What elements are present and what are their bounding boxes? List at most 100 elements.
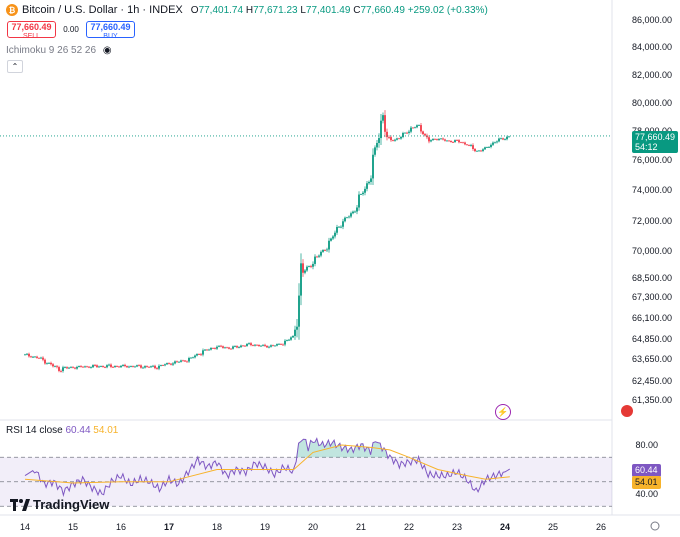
candle xyxy=(204,349,206,351)
candle xyxy=(86,366,88,368)
candle xyxy=(194,355,196,358)
rsi-legend[interactable]: RSI 14 close 60.44 54.01 xyxy=(6,425,118,436)
candle xyxy=(364,188,366,193)
symbol-title[interactable]: Bitcoin / U.S. Dollar · 1h · INDEX xyxy=(22,4,183,16)
candle xyxy=(130,366,132,367)
candle xyxy=(330,238,332,241)
time-tick-label: 21 xyxy=(356,522,366,532)
candle xyxy=(218,345,220,347)
candle xyxy=(492,142,494,145)
candle xyxy=(256,344,258,346)
candle xyxy=(436,139,438,141)
candle xyxy=(170,363,172,365)
price-tick-label: 80,000.00 xyxy=(632,98,672,108)
rsi-ma-line xyxy=(24,444,510,484)
candle xyxy=(210,347,212,350)
candle xyxy=(150,366,152,368)
change-value: +259.02 (+0.33%) xyxy=(407,4,488,16)
candle xyxy=(216,346,218,349)
sell-button[interactable]: 77,660.49 SELL xyxy=(7,21,56,40)
time-tick-label: 23 xyxy=(452,522,462,532)
time-tick-label: 22 xyxy=(404,522,414,532)
candle xyxy=(500,138,502,140)
candle xyxy=(144,366,146,368)
candle xyxy=(186,361,188,363)
high-value: 77,671.23 xyxy=(253,4,298,16)
candle xyxy=(280,343,282,345)
candle xyxy=(112,366,114,368)
candle xyxy=(48,362,50,364)
candle xyxy=(136,365,138,367)
candle xyxy=(302,263,304,273)
candle xyxy=(208,349,210,351)
buy-button[interactable]: 77,660.49 BUY xyxy=(86,21,135,40)
collapse-legend-button[interactable]: ⌃ xyxy=(7,60,23,73)
candle xyxy=(344,217,346,222)
candle xyxy=(448,140,450,142)
candle xyxy=(334,232,336,237)
rsi-overbought-fill xyxy=(25,438,510,458)
time-tick-label: 15 xyxy=(68,522,78,532)
price-tick-label: 61,350.00 xyxy=(632,395,672,405)
candle xyxy=(212,347,214,349)
lightning-icon[interactable]: ⚡ xyxy=(495,404,511,420)
candle xyxy=(298,295,300,327)
settings-icon xyxy=(650,521,660,531)
candle xyxy=(244,345,246,347)
candle xyxy=(452,142,454,143)
candle xyxy=(228,347,230,349)
candle xyxy=(250,343,252,346)
candle xyxy=(370,178,372,182)
candle xyxy=(490,144,492,147)
price-tick-label: 64,850.00 xyxy=(632,334,672,344)
candle xyxy=(270,345,272,347)
sell-price: 77,660.49 xyxy=(11,22,52,32)
candle xyxy=(294,329,296,336)
candle xyxy=(226,347,228,349)
candle xyxy=(36,356,38,358)
candle xyxy=(508,136,510,138)
candle xyxy=(274,345,276,347)
candle xyxy=(176,361,178,363)
time-tick-label: 18 xyxy=(212,522,222,532)
candle xyxy=(458,140,460,143)
candle xyxy=(392,140,394,141)
tradingview-logo[interactable]: TradingView xyxy=(10,497,109,512)
low-value: 77,401.49 xyxy=(305,4,351,16)
candle xyxy=(396,138,398,140)
candle xyxy=(368,181,370,184)
price-tick-label: 62,450.00 xyxy=(632,376,672,386)
candle xyxy=(180,360,182,362)
candle xyxy=(118,366,120,368)
price-tick-label: 63,650.00 xyxy=(632,354,672,364)
us-flag-icon[interactable] xyxy=(621,405,633,417)
candle xyxy=(340,226,342,228)
candle xyxy=(74,367,76,369)
candle xyxy=(42,357,44,360)
candle xyxy=(260,345,262,347)
candle xyxy=(26,353,28,355)
candle xyxy=(246,343,248,346)
eye-icon[interactable]: ◉ xyxy=(102,45,112,56)
candle xyxy=(88,366,90,368)
candle xyxy=(466,144,468,146)
candle xyxy=(190,357,192,359)
candle xyxy=(412,127,414,129)
candle xyxy=(416,125,418,128)
candle xyxy=(376,142,378,148)
price-tick-label: 74,000.00 xyxy=(632,185,672,195)
candle xyxy=(108,364,110,366)
symbol-header: ₿ Bitcoin / U.S. Dollar · 1h · INDEX O77… xyxy=(6,4,488,16)
candle xyxy=(158,365,160,369)
ichimoku-legend[interactable]: Ichimoku 9 26 52 26 ◉ xyxy=(6,45,112,56)
candle xyxy=(272,345,274,347)
candle xyxy=(76,366,78,369)
candle xyxy=(478,150,480,152)
candle xyxy=(220,345,222,347)
candle xyxy=(134,366,136,368)
candle xyxy=(386,131,388,138)
sell-label: SELL xyxy=(22,33,41,40)
candle xyxy=(184,360,186,362)
candle xyxy=(328,240,330,250)
